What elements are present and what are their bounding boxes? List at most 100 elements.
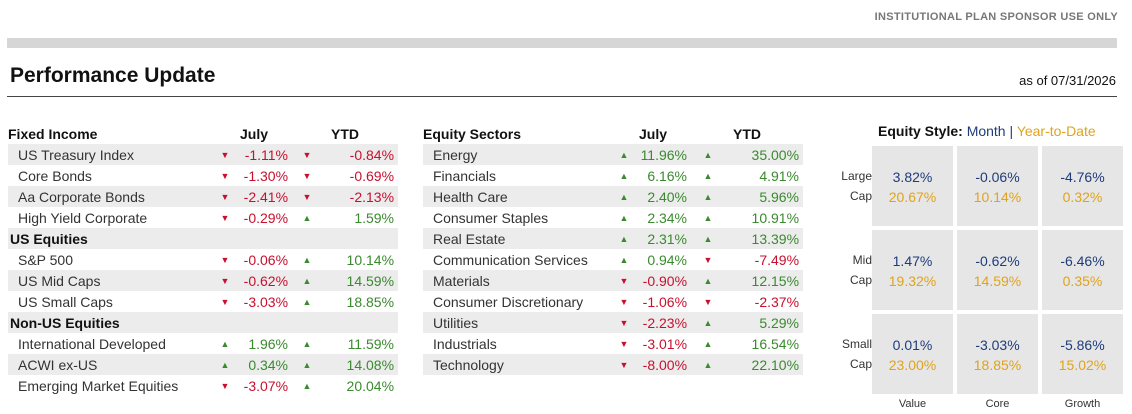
equity-sector-july-value: 2.40%	[633, 186, 692, 207]
equity-sector-name: Real Estate	[423, 228, 615, 249]
fixed-income-empty-cell	[216, 312, 234, 333]
equity-sector-name: Materials	[423, 270, 615, 291]
triangle-up-icon: ▲	[703, 338, 713, 349]
style-month-value: 0.01%	[892, 337, 933, 353]
equity-sector-july-value: -2.23%	[633, 312, 692, 333]
triangle-down-icon: ▼	[216, 270, 234, 291]
style-row-label: Large Cap	[828, 166, 872, 206]
style-ytd-value: 15.02%	[1058, 357, 1107, 373]
triangle-down-icon: ▼	[216, 186, 234, 207]
equity-sector-row: Materials ▼ -0.90% ▲ 12.15%	[423, 270, 804, 291]
fixed-income-ytd-header: YTD	[331, 125, 360, 142]
triangle-up-icon: ▲	[615, 186, 633, 207]
legend-separator: |	[1009, 123, 1014, 139]
fixed-income-name: S&P 500	[18, 251, 74, 268]
style-cell: -5.86% 15.02%	[1042, 314, 1123, 394]
style-ytd-value: 18.85%	[973, 357, 1022, 373]
equity-sector-row: Industrials ▼ -3.01% ▲ 16.54%	[423, 333, 803, 354]
style-cell: 3.82% 20.67%	[872, 146, 953, 226]
equity-sector-july-value: 11.96%	[633, 144, 692, 165]
fixed-income-name: High Yield Corporate	[18, 209, 148, 226]
style-cell: 1.47% 19.32%	[872, 230, 953, 310]
equity-sector-name: Technology	[423, 354, 615, 375]
equity-sector-ytd-value: 22.10%	[725, 354, 804, 375]
style-row-label: Small Cap	[828, 334, 872, 374]
style-ytd-value: 10.14%	[973, 189, 1022, 205]
triangle-down-icon: ▼	[302, 170, 312, 181]
style-cell: -6.46% 0.35%	[1042, 230, 1123, 310]
equity-sector-july-value: -8.00%	[633, 354, 692, 375]
fixed-income-july-value: -1.30%	[243, 167, 289, 184]
style-row-label-line-1: Large	[841, 169, 872, 183]
fixed-income-july-value: -3.07%	[243, 377, 289, 394]
equity-sector-july-value: -0.90%	[633, 270, 692, 291]
style-column-label: Core	[985, 398, 1010, 410]
triangle-up-icon: ▲	[691, 270, 726, 291]
title-divider	[7, 96, 1117, 97]
fixed-income-july-value: 1.96%	[248, 335, 289, 352]
triangle-down-icon: ▼	[703, 296, 713, 307]
equity-sector-ytd-value: 35.00%	[725, 144, 804, 165]
triangle-down-icon: ▼	[619, 296, 629, 307]
style-column-label: Value	[898, 398, 927, 410]
equity-sector-row: Financials ▲ 6.16% ▲ 4.91%	[423, 165, 803, 186]
triangle-up-icon: ▲	[619, 254, 629, 265]
equity-sector-row: Technology ▼ -8.00% ▲ 22.10%	[423, 354, 804, 375]
equity-sectors-heading: Equity Sectors	[423, 125, 522, 142]
triangle-up-icon: ▲	[691, 354, 726, 375]
equity-sector-ytd-value: 12.15%	[725, 270, 804, 291]
fixed-income-name: ACWI ex-US	[8, 354, 216, 375]
equity-sector-name: Consumer Staples	[433, 209, 549, 226]
style-ytd-value: 23.00%	[888, 357, 937, 373]
triangle-up-icon: ▲	[292, 354, 323, 375]
fixed-income-ytd-value: 10.14%	[346, 251, 395, 268]
equity-sector-july-value: 6.16%	[647, 167, 688, 184]
equity-sector-name: Industrials	[433, 335, 497, 352]
triangle-up-icon: ▲	[302, 296, 312, 307]
fixed-income-name: Aa Corporate Bonds	[8, 186, 216, 207]
triangle-down-icon: ▼	[615, 354, 633, 375]
fixed-income-row: Emerging Market Equities ▼ -3.07% ▲ 20.04%	[8, 375, 398, 396]
equity-sector-row: Communication Services ▲ 0.94% ▼ -7.49%	[423, 249, 803, 270]
triangle-up-icon: ▲	[691, 144, 726, 165]
triangle-down-icon: ▼	[216, 144, 234, 165]
equity-sector-ytd-value: 10.91%	[751, 209, 800, 226]
fixed-income-july-value: -1.11%	[234, 144, 293, 165]
fixed-income-ytd-value: 14.59%	[322, 270, 399, 291]
equity-sector-row: Energy ▲ 11.96% ▲ 35.00%	[423, 144, 804, 165]
style-row-label-line-2: Cap	[849, 189, 872, 203]
fixed-income-name: Non-US Equities	[8, 312, 216, 333]
style-month-value: -5.86%	[1060, 337, 1105, 353]
triangle-down-icon: ▼	[220, 170, 230, 181]
equity-sectors-ytd-header: YTD	[733, 125, 762, 142]
style-cell: -4.76% 0.32%	[1042, 146, 1123, 226]
header-bar	[7, 38, 1117, 48]
equity-sector-july-value: 2.34%	[647, 209, 688, 226]
fixed-income-ytd-value: 1.59%	[354, 209, 395, 226]
equity-style-grid: 3.82% 20.67% -0.06% 10.14% -4.76% 0.32% 1.47% 1…	[872, 146, 1124, 396]
style-cell: -0.62% 14.59%	[957, 230, 1038, 310]
style-cell: -0.06% 10.14%	[957, 146, 1038, 226]
fixed-income-name: US Equities	[8, 228, 216, 249]
equity-sector-ytd-value: 4.91%	[759, 167, 800, 184]
fixed-income-ytd-value: -2.13%	[322, 186, 399, 207]
equity-sector-ytd-value: -7.49%	[754, 251, 800, 268]
style-ytd-value: 14.59%	[973, 273, 1022, 289]
fixed-income-row: US Small Caps ▼ -3.03% ▲ 18.85%	[8, 291, 398, 312]
triangle-down-icon: ▼	[703, 254, 713, 265]
equity-sector-ytd-value: 5.96%	[725, 186, 804, 207]
triangle-up-icon: ▲	[302, 212, 312, 223]
as-of-date: as of 07/31/2026	[1019, 73, 1116, 88]
style-column-label: Growth	[1064, 398, 1101, 410]
legend-month: Month	[966, 123, 1006, 139]
fixed-income-row: High Yield Corporate ▼ -0.29% ▲ 1.59%	[8, 207, 398, 228]
fixed-income-ytd-value: 20.04%	[346, 377, 395, 394]
style-row-label-line-1: Small	[841, 337, 872, 351]
legend-year-to-date: Year-to-Date	[1016, 123, 1096, 139]
fixed-income-july-header: July	[240, 125, 269, 142]
triangle-up-icon: ▲	[703, 212, 713, 223]
fixed-income-row: International Developed ▲ 1.96% ▲ 11.59%	[8, 333, 398, 354]
fixed-income-name: US Treasury Index	[8, 144, 216, 165]
triangle-down-icon: ▼	[292, 144, 323, 165]
equity-style-title: Equity Style:	[878, 123, 963, 139]
